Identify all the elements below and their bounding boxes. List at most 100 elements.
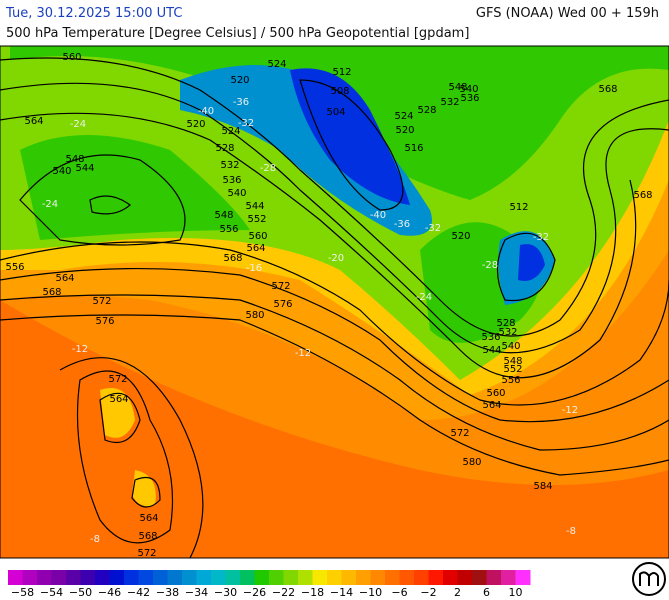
colorbar-label: −2	[420, 586, 436, 599]
colorbar-label: −34	[185, 586, 208, 599]
geopotential-label: 544	[75, 163, 94, 174]
temperature-label: -28	[482, 260, 498, 271]
colorbar-label: −58	[11, 586, 34, 599]
geopotential-label: 564	[246, 243, 265, 254]
temperature-field	[0, 46, 669, 558]
geopotential-label: 564	[139, 513, 158, 524]
colorbar-swatch	[153, 570, 168, 585]
temperature-label: -8	[90, 534, 100, 545]
geopotential-label: 520	[186, 119, 205, 130]
geopotential-label: 540	[52, 166, 71, 177]
geopotential-label: 528	[215, 143, 234, 154]
geopotential-label: 516	[404, 143, 423, 154]
colorbar-label: −6	[391, 586, 407, 599]
temperature-label: -36	[394, 219, 410, 230]
colorbar-swatch	[457, 570, 473, 585]
geopotential-label: 556	[501, 375, 520, 386]
geopotential-label: 564	[482, 400, 501, 411]
geopotential-label: 540	[227, 188, 246, 199]
colorbar-swatch	[414, 570, 429, 585]
geopotential-label: 504	[326, 107, 345, 118]
geopotential-label: 528	[496, 318, 515, 329]
geopotential-label: 580	[462, 457, 481, 468]
colorbar-swatch	[399, 570, 415, 585]
colorbar-swatch	[298, 570, 313, 585]
geopotential-label: 572	[450, 428, 469, 439]
geopotential-label: 532	[220, 160, 239, 171]
geopotential-label: 536	[222, 175, 241, 186]
colorbar-swatch	[211, 570, 226, 585]
colorbar-swatch	[95, 570, 110, 585]
colorbar-swatch	[124, 570, 139, 585]
temperature-label: -12	[295, 348, 311, 359]
map-frame	[0, 45, 669, 559]
temperature-label: -32	[238, 118, 254, 129]
geopotential-label: 536	[481, 332, 500, 343]
colorbar-swatch	[51, 570, 67, 585]
colorbar-swatch	[501, 570, 516, 585]
temperature-label: -16	[246, 263, 262, 274]
colorbar-swatch	[327, 570, 342, 585]
colorbar-label: −46	[98, 586, 121, 599]
map-title: 500 hPa Temperature [Degree Celsius] / 5…	[6, 26, 470, 41]
geopotential-label: 536	[460, 93, 479, 104]
colorbar-swatch	[515, 570, 531, 585]
temperature-label: -24	[42, 199, 58, 210]
geopotential-label: 556	[5, 262, 24, 273]
colorbar-label: 10	[509, 586, 523, 599]
colorbar-swatch	[341, 570, 357, 585]
colorbar-swatch	[37, 570, 52, 585]
geopotential-label: 576	[95, 316, 114, 327]
temperature-label: -8	[566, 526, 576, 537]
geopotential-label: 568	[138, 531, 157, 542]
geopotential-label: 556	[219, 224, 238, 235]
geopotential-label: 568	[223, 253, 242, 264]
colorbar-swatch	[486, 570, 502, 585]
geopotential-label: 576	[273, 299, 292, 310]
temperature-label: -32	[533, 232, 549, 243]
colorbar-label: −14	[330, 586, 353, 599]
colorbar-swatch	[428, 570, 444, 585]
colorbar-swatch	[443, 570, 458, 585]
colorbar-label: −30	[214, 586, 237, 599]
temperature-label: -40	[370, 210, 386, 221]
geopotential-label: 540	[501, 341, 520, 352]
colorbar-swatch	[225, 570, 241, 585]
geopotential-label: 564	[24, 116, 43, 127]
colorbar-swatch	[66, 570, 81, 585]
temperature-label: -12	[562, 405, 578, 416]
colorbar-swatch	[370, 570, 386, 585]
colorbar-label: −38	[156, 586, 179, 599]
colorbar-label: 6	[483, 586, 490, 599]
geopotential-label: 572	[271, 281, 290, 292]
colorbar-swatch	[8, 570, 23, 585]
colorbar-swatch	[472, 570, 487, 585]
temperature-label: -36	[233, 97, 249, 108]
geopotential-label: 548	[503, 356, 522, 367]
geopotential-label: 544	[482, 345, 501, 356]
colorbar-swatch	[196, 570, 212, 585]
geopotential-label: 568	[598, 84, 617, 95]
colorbar-swatch	[109, 570, 125, 585]
colorbar-swatch	[80, 570, 96, 585]
colorbar-swatch	[385, 570, 400, 585]
colorbar-label: −10	[359, 586, 382, 599]
colorbar-swatch	[254, 570, 270, 585]
geopotential-label: 524	[267, 59, 286, 70]
geopotential-label: 568	[633, 190, 652, 201]
temperature-label: -12	[72, 344, 88, 355]
geopotential-label: 548	[214, 210, 233, 221]
datetime: Tue, 30.12.2025 15:00 UTC	[6, 6, 183, 21]
geopotential-label: 528	[417, 105, 436, 116]
geopotential-label: 552	[247, 214, 266, 225]
geopotential-label: 548	[448, 82, 467, 93]
colorbar-label: −42	[127, 586, 150, 599]
temperature-label: -40	[198, 106, 214, 117]
colorbar-label: −26	[243, 586, 266, 599]
geopotential-label: 532	[440, 97, 459, 108]
geopotential-label: 560	[486, 388, 505, 399]
colorbar-swatch	[269, 570, 284, 585]
temperature-label: -24	[70, 119, 86, 130]
